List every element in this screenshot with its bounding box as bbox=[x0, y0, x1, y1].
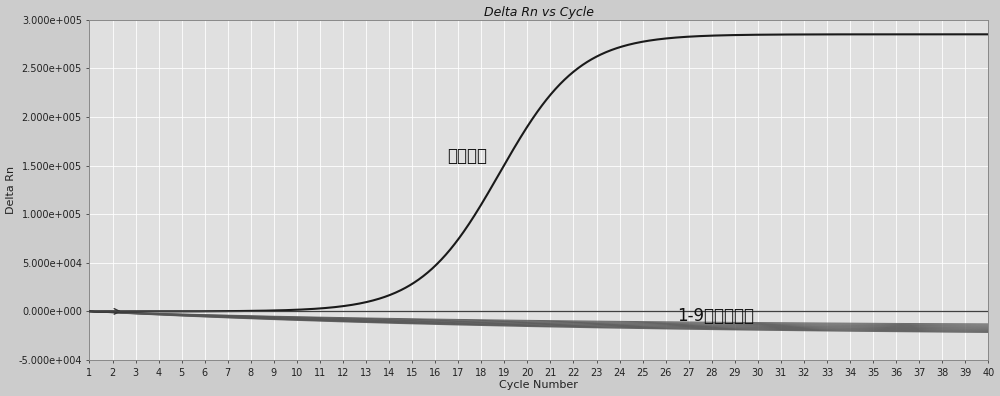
X-axis label: Cycle Number: Cycle Number bbox=[499, 381, 578, 390]
Title: Delta Rn vs Cycle: Delta Rn vs Cycle bbox=[484, 6, 594, 19]
Y-axis label: Delta Rn: Delta Rn bbox=[6, 166, 16, 214]
Text: 阳性对照: 阳性对照 bbox=[447, 147, 487, 165]
Text: 1-9，阴性对照: 1-9，阴性对照 bbox=[677, 307, 754, 325]
